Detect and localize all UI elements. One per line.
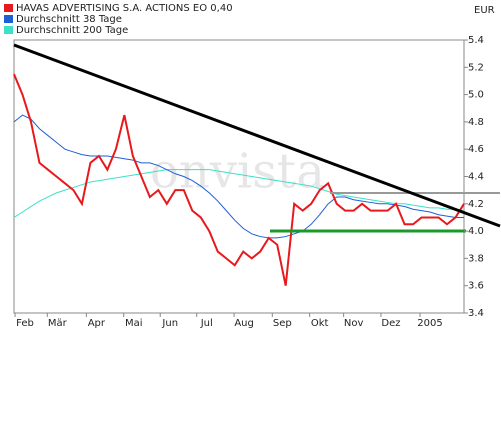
x-tick-label: Mai — [125, 318, 143, 329]
trend-line — [13, 43, 501, 228]
x-tick-label: Jul — [200, 318, 213, 329]
y-tick-label: 5.0 — [468, 90, 484, 101]
y-tick-label: 3.8 — [468, 253, 484, 264]
y-tick-label: 4.2 — [468, 199, 484, 210]
series-line — [13, 73, 465, 286]
y-tick-label: 3.4 — [468, 308, 484, 319]
x-tick-label: Nov — [344, 318, 364, 329]
series-line — [13, 169, 465, 218]
legend-swatch — [4, 26, 13, 34]
x-tick-label: Okt — [311, 318, 329, 329]
x-tick-label: Mär — [48, 318, 68, 329]
currency: EUR — [474, 5, 495, 16]
series-line — [13, 114, 464, 239]
y-tick-label: 4.6 — [468, 144, 484, 155]
x-tick-label: Feb — [16, 318, 34, 329]
x-tick-label: Sep — [273, 318, 292, 329]
y-tick-label: 5.2 — [468, 62, 484, 73]
y-tick-label: 4.4 — [468, 172, 484, 183]
y-tick-label: 3.6 — [468, 281, 484, 292]
x-tick-label: Aug — [234, 318, 254, 329]
x-tick-label: Jun — [161, 318, 178, 329]
x-tick-label: Dez — [381, 318, 400, 329]
legend-label: Durchschnitt 38 Tage — [16, 14, 122, 25]
legend-label: HAVAS ADVERTISING S.A. ACTIONS EO 0,40 — [16, 3, 233, 14]
y-tick-label: 4.8 — [468, 117, 484, 128]
y-tick-label: 5.4 — [468, 35, 484, 46]
y-tick-label: 4.0 — [468, 226, 484, 237]
legend-swatch — [4, 15, 13, 23]
legend-swatch — [4, 4, 13, 12]
legend-label: Durchschnitt 200 Tage — [16, 25, 128, 36]
x-tick-label: Apr — [88, 318, 106, 329]
x-tick-label: 2005 — [417, 318, 442, 329]
